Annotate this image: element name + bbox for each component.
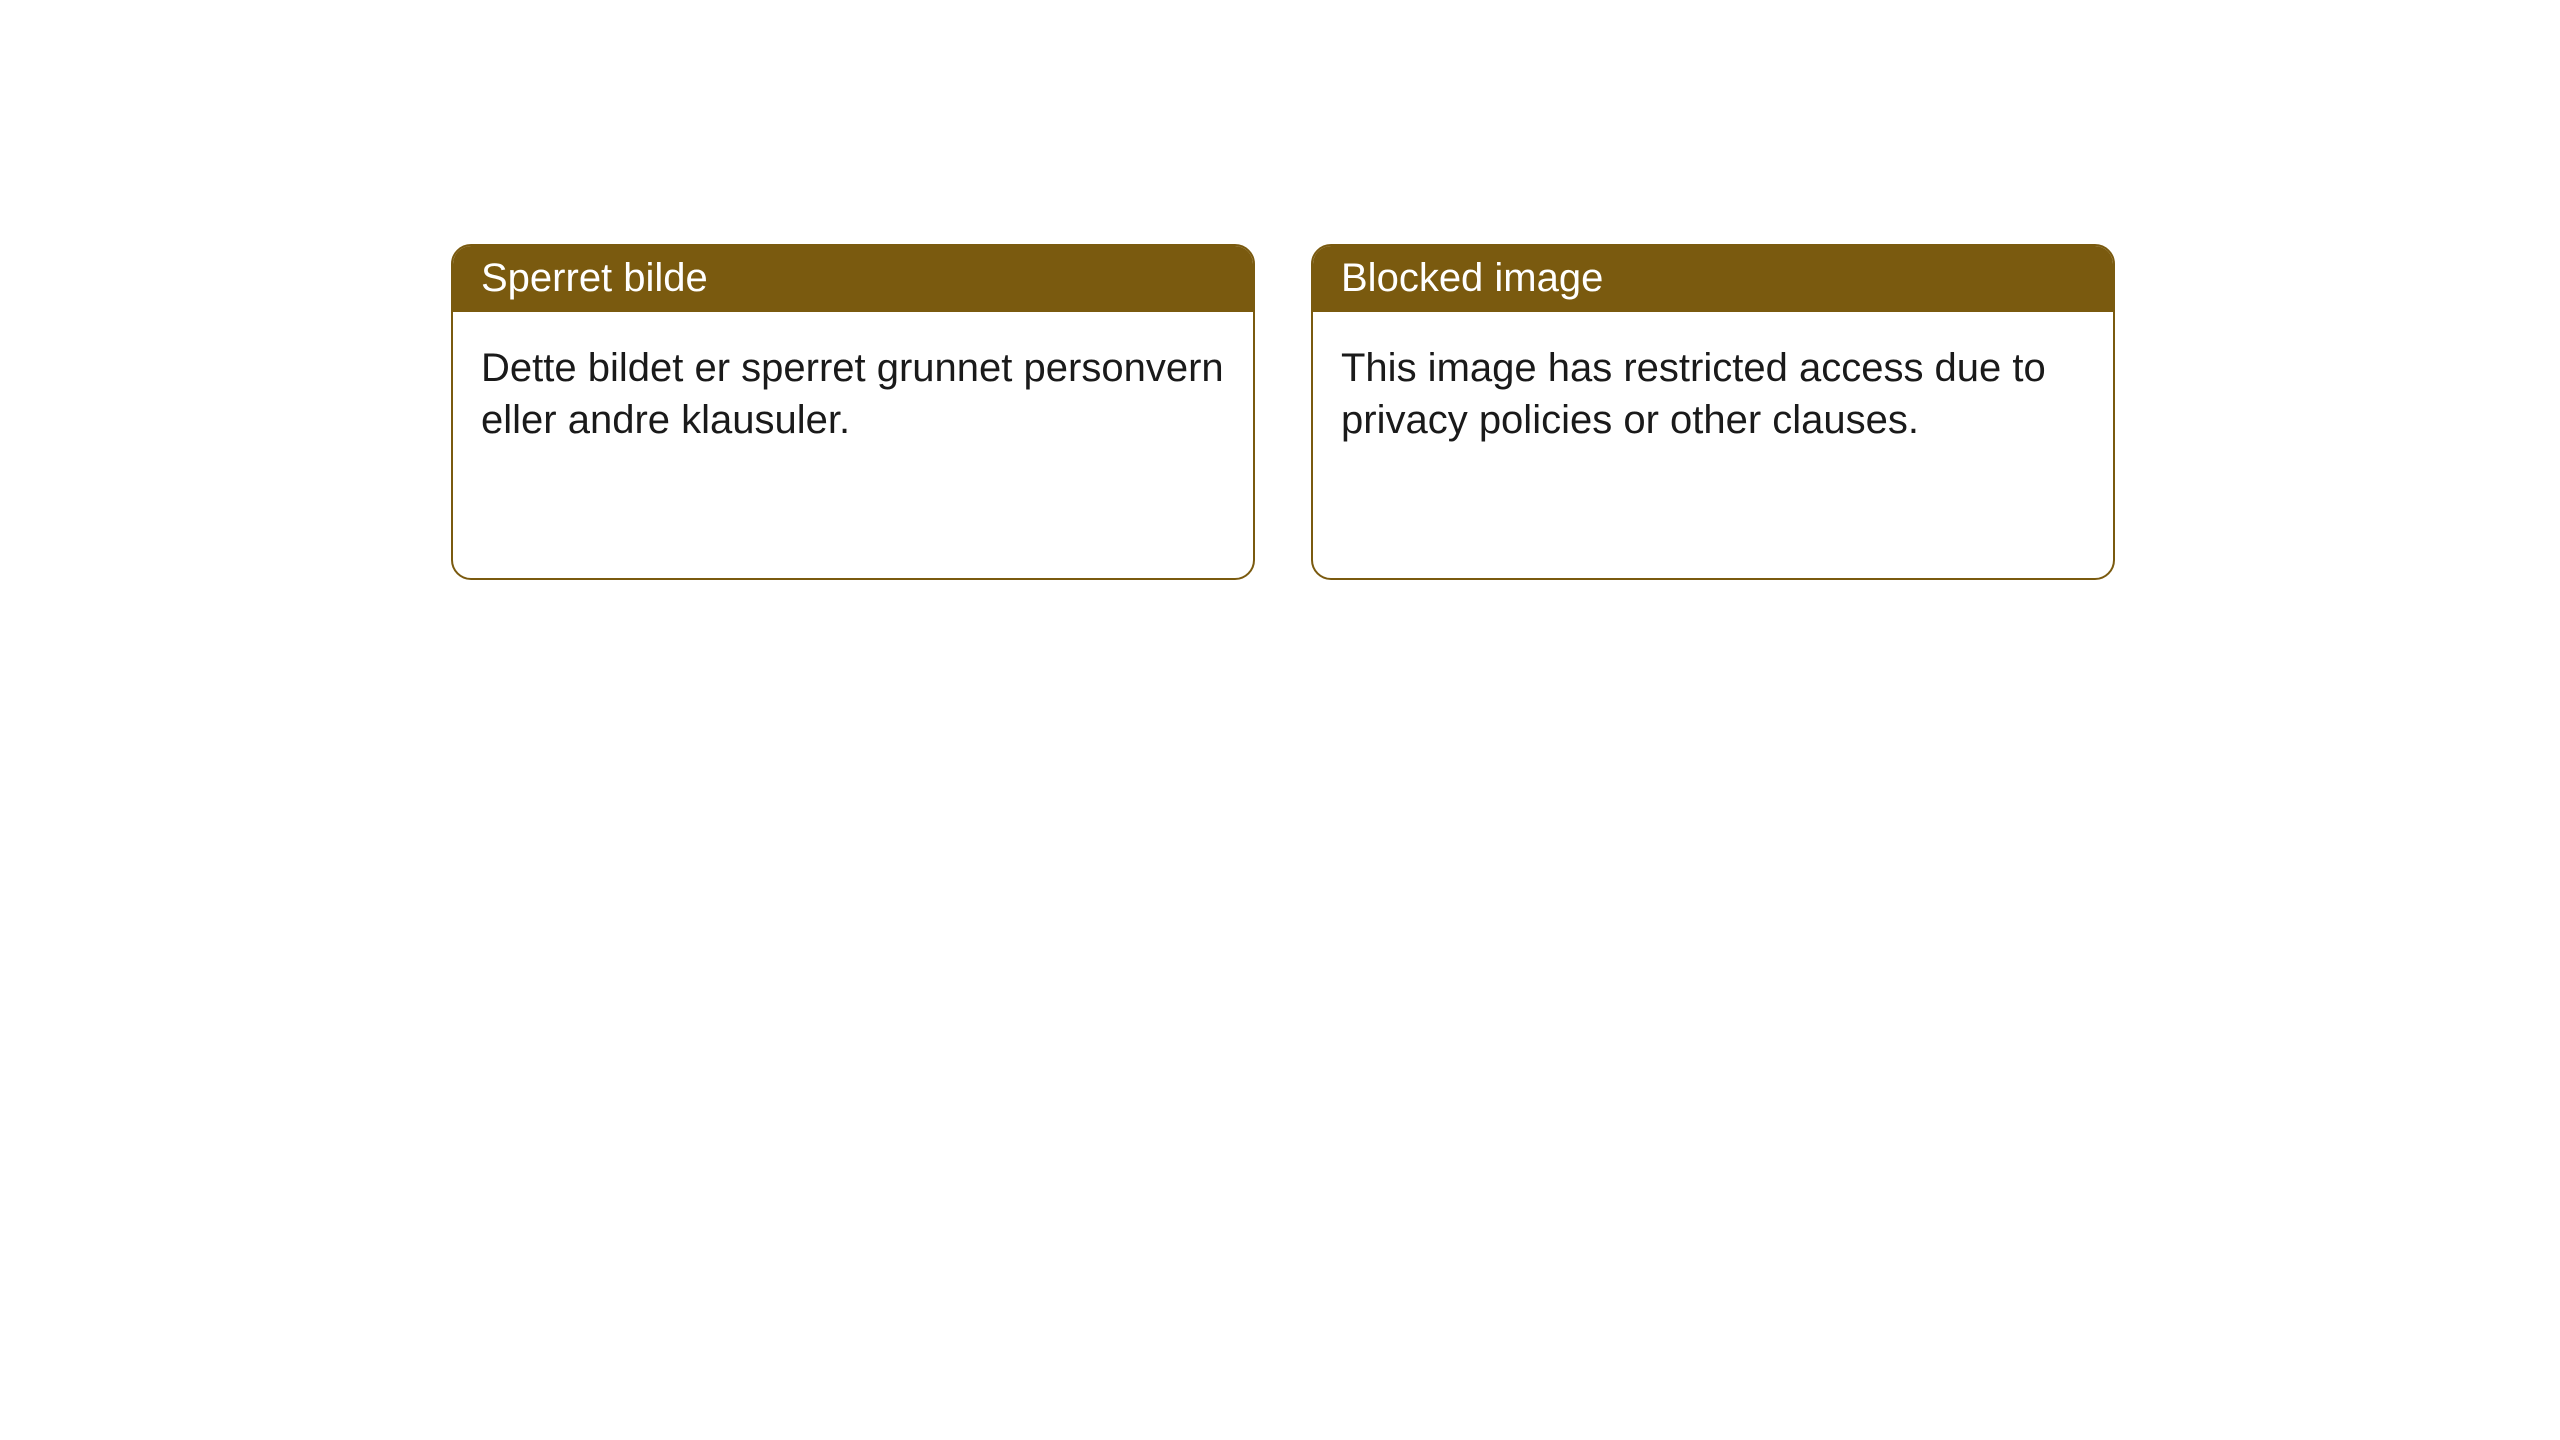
- notice-card-body: Dette bildet er sperret grunnet personve…: [453, 312, 1253, 476]
- notice-card-title: Sperret bilde: [453, 246, 1253, 312]
- notice-card-body: This image has restricted access due to …: [1313, 312, 2113, 476]
- notice-card-title: Blocked image: [1313, 246, 2113, 312]
- notice-container: Sperret bilde Dette bildet er sperret gr…: [0, 0, 2560, 580]
- notice-card-english: Blocked image This image has restricted …: [1311, 244, 2115, 580]
- notice-card-norwegian: Sperret bilde Dette bildet er sperret gr…: [451, 244, 1255, 580]
